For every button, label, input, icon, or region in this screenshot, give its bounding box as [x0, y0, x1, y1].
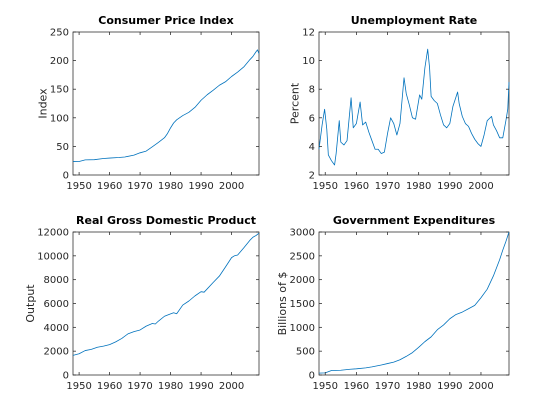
x-tick-label: 1970 — [375, 381, 400, 392]
chart-panel-2: 1950 1960 1970 1980 1990 2000 2 4 6 8 10 12 Unemploy… — [289, 14, 510, 192]
x-tick-label: 2000 — [468, 381, 493, 392]
y-tick-label: 0 — [63, 171, 69, 182]
x-tick-label: 2000 — [468, 181, 493, 192]
x-tick-label: 1960 — [344, 181, 369, 192]
y-tick-label: 4 — [309, 142, 315, 153]
x-tick-label: 1950 — [313, 381, 338, 392]
y-axis-label: Billions of $ — [276, 272, 289, 336]
x-tick-label: 1950 — [313, 181, 338, 192]
y-tick-label: 100 — [50, 113, 69, 124]
x-tick-label: 1950 — [66, 381, 91, 392]
x-tick-label: 1990 — [437, 181, 462, 192]
series-line — [318, 231, 510, 374]
chart-title: Government Expenditures — [333, 214, 496, 227]
chart-panel-1: 1950 1960 1970 1980 1990 2000 0 50 100 150 200 250 C… — [36, 14, 260, 192]
y-tick-label: 8 — [309, 85, 315, 96]
chart-panel-4: 1950 1960 1970 1980 1990 2000 0 500 1000 1500 2000… — [276, 214, 510, 392]
y-tick-label: 2000 — [290, 275, 315, 286]
y-tick-label: 3000 — [290, 228, 315, 239]
plot-area — [318, 31, 510, 176]
x-tick-label: 1990 — [188, 381, 213, 392]
y-tick-label: 1500 — [290, 299, 315, 310]
y-tick-label: 0 — [309, 371, 315, 382]
y-tick-label: 1000 — [290, 323, 315, 334]
x-tick-label: 1990 — [437, 381, 462, 392]
x-tick-label: 1960 — [344, 381, 369, 392]
y-tick-label: 50 — [56, 142, 69, 153]
plot-area — [318, 231, 510, 376]
y-tick-label: 2500 — [290, 251, 315, 262]
chart-title: Real Gross Domestic Product — [76, 214, 256, 227]
plot-area — [72, 31, 260, 176]
x-tick-label: 1970 — [127, 181, 152, 192]
y-tick-label: 6000 — [44, 299, 69, 310]
x-tick-label: 1970 — [127, 381, 152, 392]
chart-title: Consumer Price Index — [98, 14, 233, 27]
y-tick-label: 200 — [50, 56, 69, 67]
chart-panel-3: 1950 1960 1970 1980 1990 2000 0 2000 4000 6000 800… — [24, 214, 260, 392]
x-tick-label: 1980 — [406, 381, 431, 392]
x-tick-label: 1960 — [97, 381, 122, 392]
x-tick-label: 2000 — [219, 381, 244, 392]
x-tick-label: 1970 — [375, 181, 400, 192]
y-tick-label: 12000 — [37, 228, 69, 239]
y-tick-label: 2000 — [44, 347, 69, 358]
series-line — [72, 49, 260, 162]
y-tick-label: 8000 — [44, 275, 69, 286]
y-tick-label: 150 — [50, 85, 69, 96]
y-tick-label: 4000 — [44, 323, 69, 334]
x-tick-label: 1960 — [97, 181, 122, 192]
x-tick-label: 1980 — [406, 181, 431, 192]
series-line — [318, 48, 510, 166]
x-tick-label: 2000 — [219, 181, 244, 192]
x-tick-label: 1990 — [188, 181, 213, 192]
y-tick-label: 0 — [63, 371, 69, 382]
y-tick-label: 10000 — [37, 251, 69, 262]
y-tick-label: 6 — [309, 113, 315, 124]
y-axis-label: Percent — [289, 82, 302, 124]
y-tick-label: 12 — [302, 28, 315, 39]
chart-title: Unemployment Rate — [351, 14, 478, 27]
x-tick-label: 1950 — [66, 181, 91, 192]
y-tick-label: 10 — [302, 56, 315, 67]
x-tick-label: 1980 — [158, 181, 183, 192]
y-axis-label: Index — [36, 88, 49, 119]
series-line — [72, 232, 260, 356]
y-axis-label: Output — [24, 284, 37, 323]
plot-area — [72, 231, 260, 376]
y-tick-label: 500 — [296, 347, 315, 358]
x-tick-label: 1980 — [158, 381, 183, 392]
y-tick-label: 250 — [50, 28, 69, 39]
y-tick-label: 2 — [309, 171, 315, 182]
